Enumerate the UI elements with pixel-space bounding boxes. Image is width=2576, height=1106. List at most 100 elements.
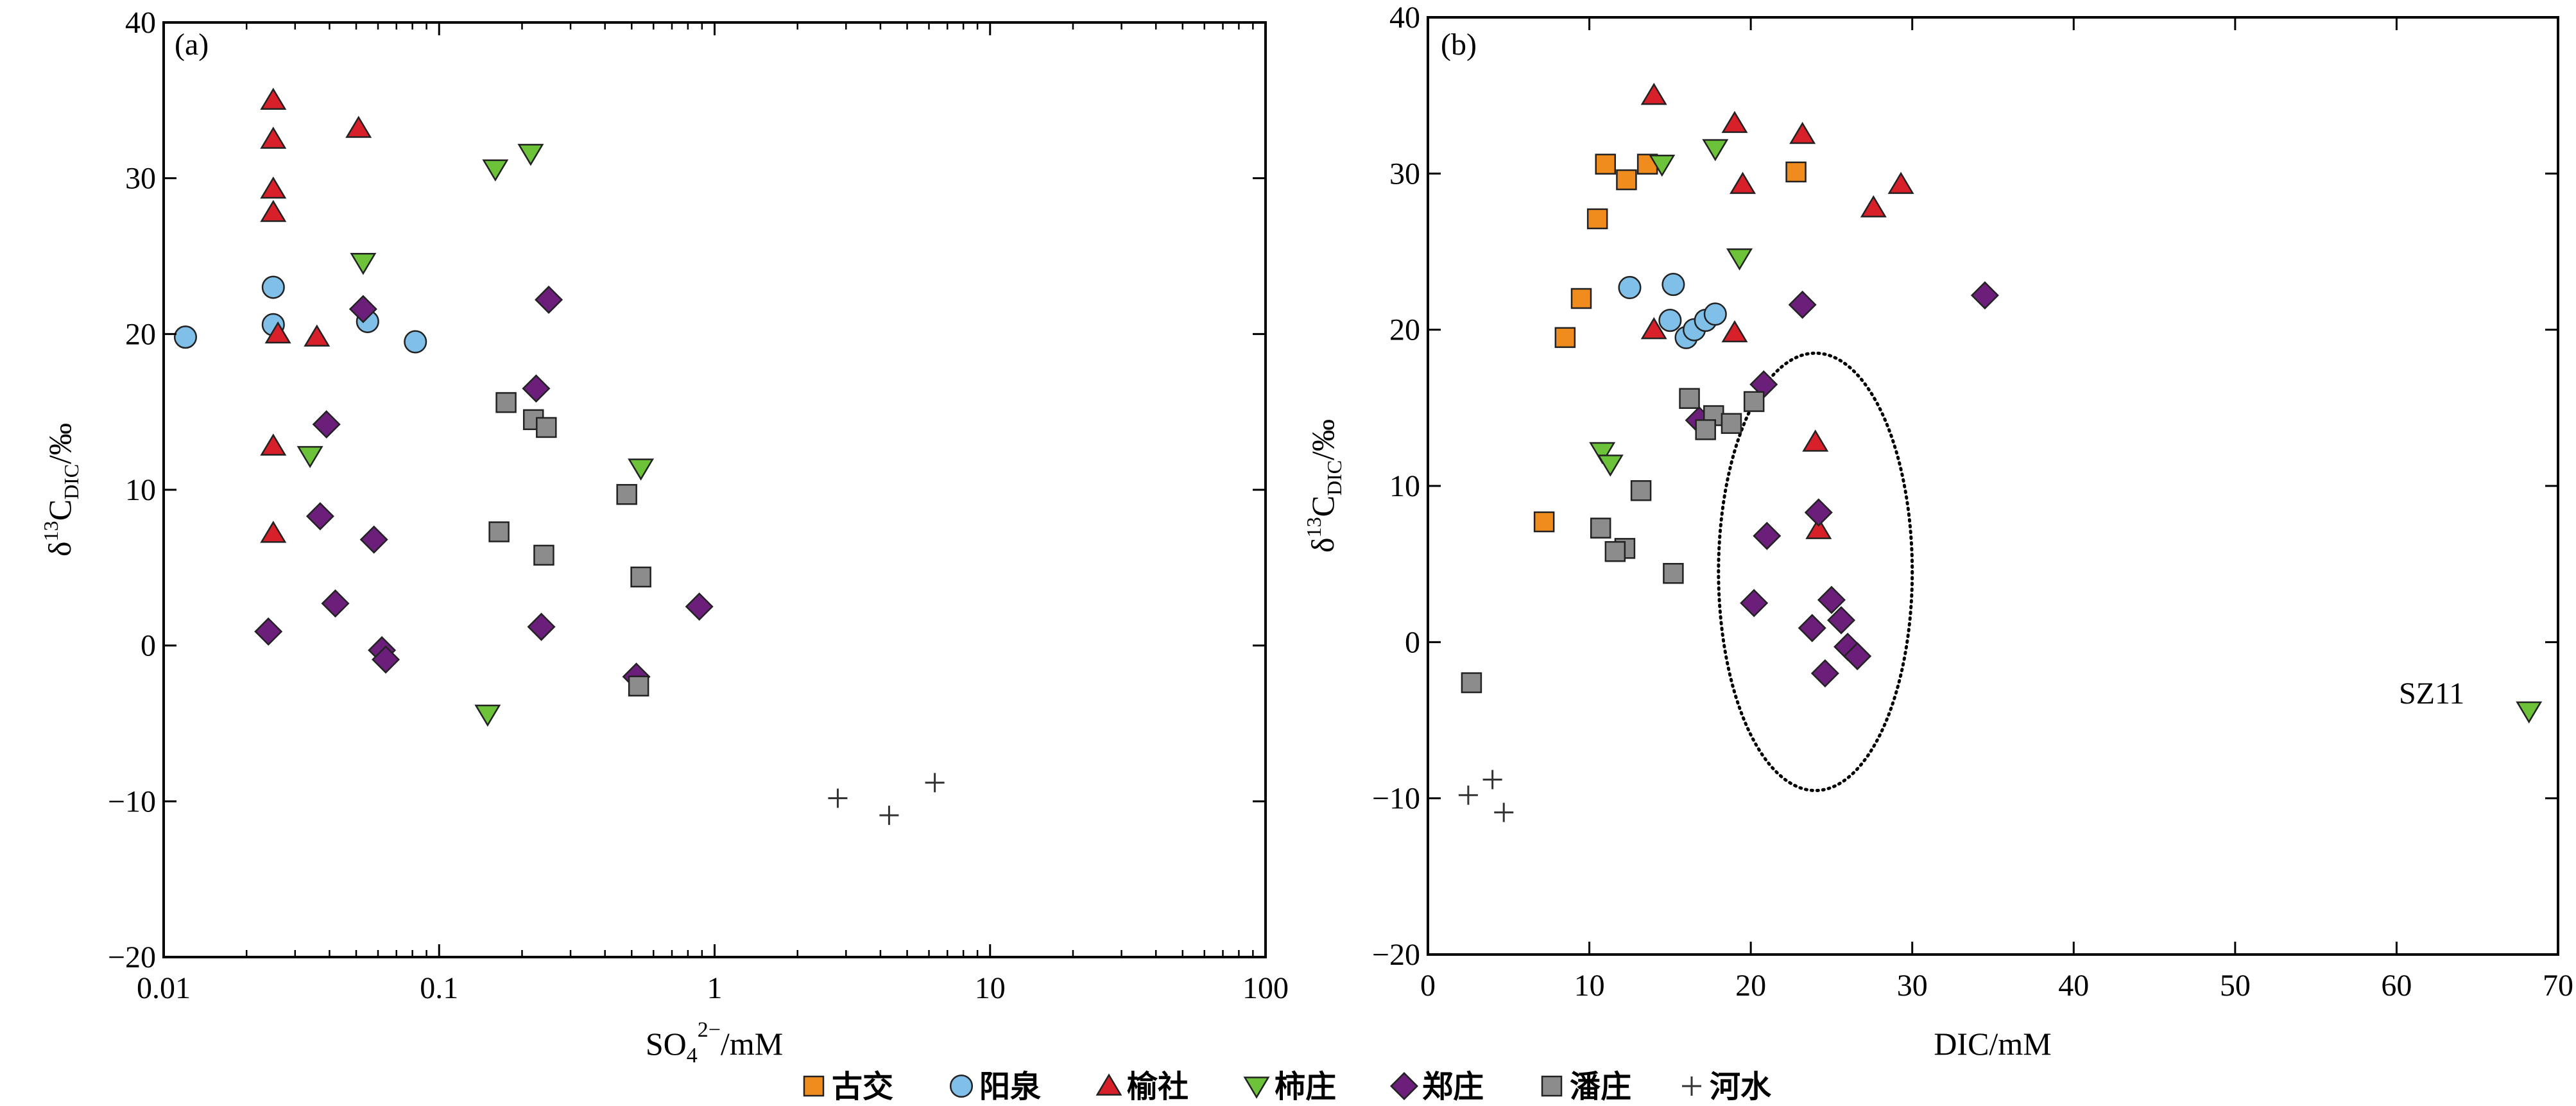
a-point — [260, 433, 287, 456]
a-point — [527, 612, 556, 641]
a-xtick-label: 0.1 — [420, 971, 458, 1005]
b-point — [1726, 248, 1753, 271]
ylabel-b-rest: /‰ — [1305, 419, 1341, 460]
b-point — [1570, 288, 1592, 309]
b-xtick-label: 10 — [1574, 969, 1605, 1003]
legend-label: 柿庄 — [1275, 1069, 1336, 1105]
legend-item: 郑庄 — [1389, 1069, 1484, 1105]
b-ytick-label: 10 — [1389, 469, 1420, 503]
a-point — [404, 330, 427, 354]
a-point — [312, 410, 341, 439]
a-point — [348, 295, 377, 324]
b-point — [1703, 302, 1727, 326]
legend-item: 潘庄 — [1541, 1069, 1631, 1105]
b-point — [1887, 171, 1914, 194]
b-point — [1788, 290, 1817, 319]
b-xtick-label: 20 — [1735, 969, 1766, 1003]
legend-label: 阳泉 — [979, 1069, 1041, 1105]
panel-a-frame — [162, 21, 1267, 958]
a-point — [482, 159, 509, 182]
ylabel-a-main: δ — [42, 541, 78, 557]
b-point — [1753, 521, 1782, 550]
a-point — [345, 116, 372, 138]
b-point — [1640, 82, 1667, 105]
legend-marker — [1243, 1076, 1270, 1099]
a-point — [685, 592, 714, 621]
b-point — [1721, 413, 1742, 434]
a-point — [304, 324, 331, 347]
xlabel-a-sup: 2− — [698, 1018, 721, 1042]
b-point — [1590, 517, 1611, 539]
b-point — [1843, 642, 1872, 671]
b-point — [1721, 110, 1748, 134]
a-point — [495, 392, 517, 413]
b-ytick-label: 20 — [1389, 313, 1420, 347]
ylabel-b-main: δ — [1305, 537, 1341, 553]
legend: 古交 阳泉 榆社 柿庄 郑庄 潘庄 河水 — [803, 1069, 1772, 1105]
annotation-sz11: SZ11 — [2399, 677, 2464, 711]
b-ytick-label: 30 — [1389, 157, 1420, 191]
panel-a-marks — [173, 87, 945, 825]
a-point — [535, 285, 563, 314]
b-xtick-label: 70 — [2543, 969, 2573, 1003]
ylabel-a-sub: DIC — [60, 464, 83, 499]
b-xtick-label: 0 — [1420, 969, 1436, 1003]
b-point — [1743, 391, 1765, 412]
a-point — [517, 144, 544, 166]
ylabel-b-c: C — [1305, 496, 1341, 517]
b-point — [1494, 802, 1514, 822]
b-point — [1618, 275, 1642, 300]
a-point — [350, 253, 377, 275]
b-point — [1649, 155, 1676, 177]
a-point — [522, 374, 551, 403]
b-point — [1860, 195, 1887, 218]
legend-marker — [1095, 1073, 1122, 1096]
panel-b: −20 −10 0 10 20 30 40 0 10 20 30 40 50 60 70 (b) DIC/m… — [1302, 1, 2573, 1062]
a-point — [925, 773, 945, 793]
panel-b-label: (b) — [1441, 28, 1477, 62]
b-point — [1802, 429, 1829, 452]
b-point — [1827, 606, 1856, 635]
legend-item: 榆社 — [1095, 1069, 1189, 1105]
b-point — [1595, 153, 1616, 175]
b-point — [1817, 585, 1846, 614]
b-point — [1482, 770, 1502, 790]
legend-item: 古交 — [803, 1069, 893, 1105]
panel-a-label: (a) — [175, 28, 209, 62]
a-point — [474, 704, 501, 727]
b-point — [1533, 511, 1555, 533]
legend-item: 柿庄 — [1243, 1069, 1336, 1105]
a-ytick-label: 0 — [141, 629, 156, 663]
b-point — [1805, 517, 1832, 539]
a-ytick-label: 40 — [125, 6, 156, 40]
panel-a-ylabel: δ13CDIC/‰ — [39, 423, 83, 557]
b-point — [1658, 309, 1682, 333]
b-point — [1970, 281, 1999, 310]
a-point — [536, 417, 557, 438]
panel-a-axes: −20 −10 0 10 20 30 40 0.01 0.1 1 10 100 — [108, 6, 1289, 1005]
a-point — [616, 484, 637, 505]
b-point — [1589, 442, 1616, 465]
a-point — [533, 544, 554, 566]
a-point — [828, 788, 848, 808]
b-point — [1461, 672, 1482, 693]
legend-item: 河水 — [1682, 1069, 1772, 1105]
b-point — [1810, 659, 1839, 688]
a-ytick-label: −10 — [108, 784, 156, 818]
ylabel-a-sup: 13 — [39, 521, 62, 541]
b-point — [1616, 169, 1637, 191]
b-ytick-label: 40 — [1389, 1, 1420, 35]
a-ytick-label: 10 — [125, 473, 156, 507]
a-point — [321, 589, 350, 618]
ylabel-a-c: C — [42, 499, 78, 521]
b-xtick-label: 50 — [2220, 969, 2251, 1003]
a-point — [305, 502, 334, 531]
legend-marker — [949, 1074, 974, 1098]
a-point — [488, 521, 510, 542]
a-ytick-label: 30 — [125, 162, 156, 196]
b-point — [1702, 139, 1729, 162]
legend-label: 郑庄 — [1422, 1069, 1484, 1105]
xlabel-a-sub: 4 — [687, 1044, 698, 1067]
a-xtick-label: 0.01 — [137, 971, 191, 1005]
b-point — [1730, 171, 1756, 194]
